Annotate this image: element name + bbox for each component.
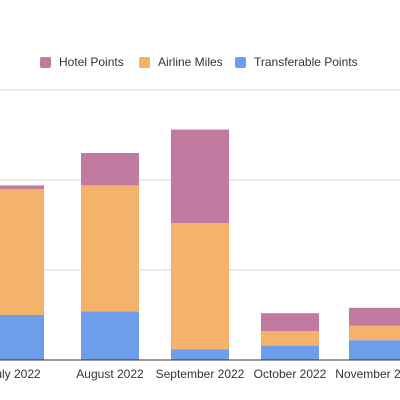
bar-hotel-points-august-2022 — [81, 153, 139, 186]
x-tick-label-october-2022: October 2022 — [254, 367, 327, 381]
legend-swatch-transferable-points — [235, 56, 246, 68]
bar-hotel-points-july-2022 — [0, 185, 44, 189]
legend-label-airline-miles: Airline Miles — [158, 55, 223, 69]
bar-transferable-points-november-2022 — [349, 340, 400, 360]
bar-airline-miles-august-2022 — [81, 185, 139, 312]
bar-transferable-points-october-2022 — [261, 345, 319, 360]
x-tick-label-november-2022: November 2022 — [335, 367, 400, 381]
legend-swatch-hotel-points — [40, 56, 51, 68]
bar-hotel-points-october-2022 — [261, 313, 319, 332]
legend-label-transferable-points: Transferable Points — [254, 55, 358, 69]
bar-airline-miles-november-2022 — [349, 325, 400, 341]
bar-transferable-points-july-2022 — [0, 315, 44, 360]
bar-airline-miles-july-2022 — [0, 189, 44, 315]
legend-item-hotel-points[interactable]: Hotel Points — [40, 52, 124, 72]
bar-hotel-points-november-2022 — [349, 307, 400, 326]
bar-transferable-points-september-2022 — [171, 349, 229, 360]
x-tick-label-july-2022: July 2022 — [0, 367, 41, 381]
bar-airline-miles-september-2022 — [171, 223, 229, 350]
legend-item-airline-miles[interactable]: Airline Miles — [139, 52, 223, 72]
legend-item-transferable-points[interactable]: Transferable Points — [235, 52, 358, 72]
chart-legend: Hotel Points Airline Miles Transferable … — [0, 52, 400, 72]
legend-label-hotel-points: Hotel Points — [59, 55, 124, 69]
bar-transferable-points-august-2022 — [81, 311, 139, 360]
legend-swatch-airline-miles — [139, 56, 150, 68]
bar-airline-miles-october-2022 — [261, 331, 319, 346]
x-tick-label-september-2022: September 2022 — [156, 367, 245, 381]
x-tick-label-august-2022: August 2022 — [76, 367, 144, 381]
bar-hotel-points-september-2022 — [171, 129, 229, 224]
